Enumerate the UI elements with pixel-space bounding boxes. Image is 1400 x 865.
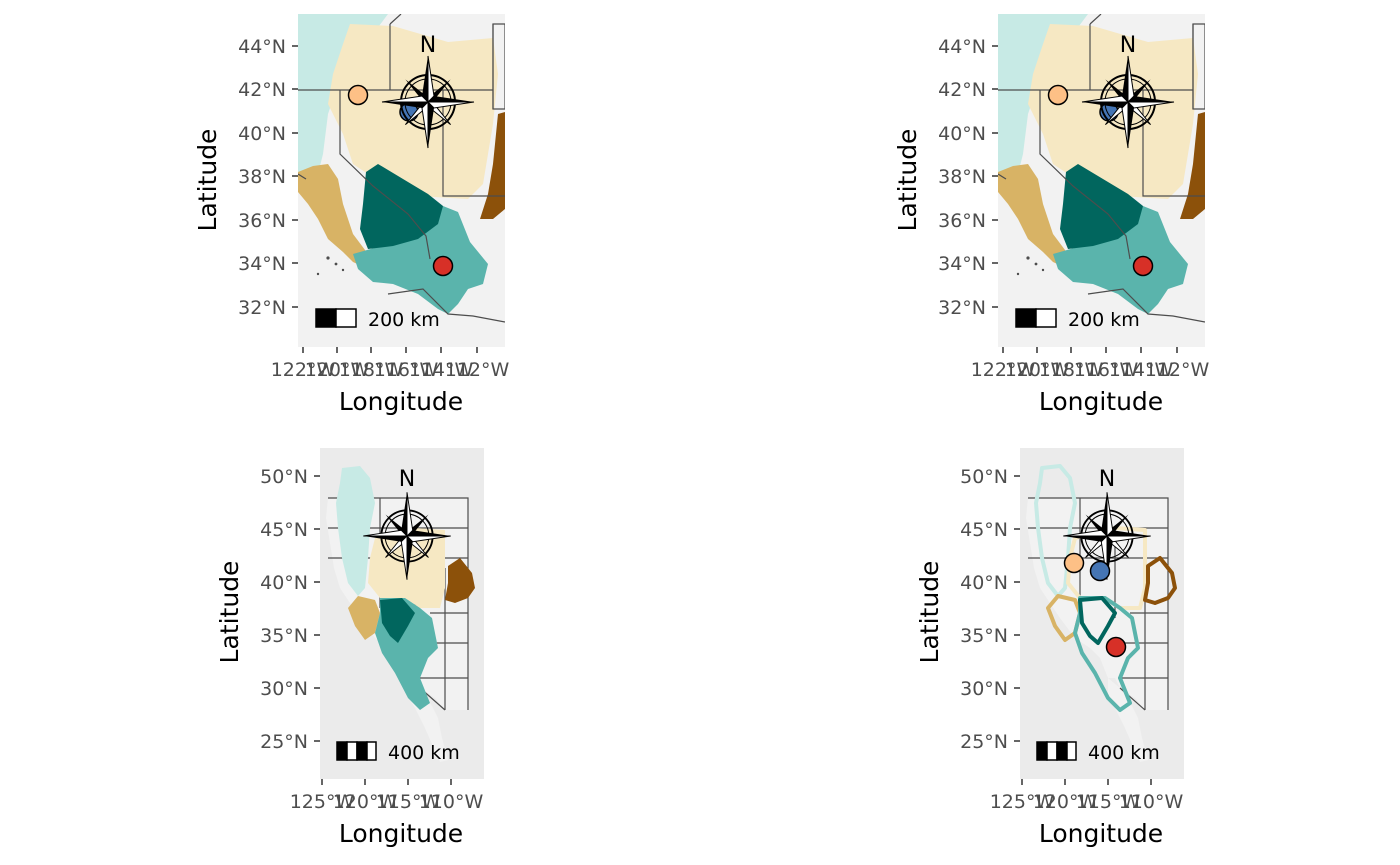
x-tick: 125°W xyxy=(990,791,1055,813)
x-tick: 110°W xyxy=(1119,791,1184,813)
scale-bar: 400 km xyxy=(1036,741,1160,764)
x-axis-title: Longitude xyxy=(339,387,463,416)
x-axis: 125°W 120°W 115°W 110°W xyxy=(290,779,484,813)
panel-top-right: N 200 km 44°N 42°N 40°N 38°N 36°N 34°N 3… xyxy=(893,14,1209,416)
y-axis: 44°N 42°N 40°N 38°N 36°N 34°N 32°N xyxy=(238,36,298,319)
y-axis-title: Latitude xyxy=(193,129,222,232)
x-axis-title: Longitude xyxy=(339,819,463,848)
north-label: N xyxy=(1099,467,1115,492)
north-label: N xyxy=(399,467,415,492)
x-tick: 112°W xyxy=(1145,359,1210,381)
y-axis-title: Latitude xyxy=(915,561,944,664)
y-tick: 35°N xyxy=(260,625,308,647)
x-tick: 120°W xyxy=(1005,359,1070,381)
map-area: N 400 km xyxy=(1020,448,1184,779)
x-axis-title: Longitude xyxy=(1039,819,1163,848)
x-tick: 116°W xyxy=(374,359,439,381)
x-axis-title: Longitude xyxy=(1039,387,1163,416)
x-axis: 125°W 120°W 115°W 110°W xyxy=(990,779,1184,813)
occurrence-point-blue xyxy=(1089,560,1111,582)
scale-label: 200 km xyxy=(368,309,440,331)
y-tick: 36°N xyxy=(238,210,286,232)
y-tick: 50°N xyxy=(260,466,308,488)
y-tick: 25°N xyxy=(260,731,308,753)
x-axis: 122°W 120°W 118°W 116°W 114°W 112°W xyxy=(971,347,1210,381)
y-axis-title: Latitude xyxy=(893,129,922,232)
x-tick: 125°W xyxy=(290,791,355,813)
range-outlines xyxy=(1034,464,1177,712)
y-tick: 34°N xyxy=(938,253,986,275)
scale-label: 400 km xyxy=(388,742,460,764)
map-area: N 200 km xyxy=(998,14,1205,347)
scale-bar: 200 km xyxy=(315,308,440,331)
x-tick: 114°W xyxy=(1109,359,1174,381)
y-tick: 32°N xyxy=(238,297,286,319)
map-area: N 400 km xyxy=(320,448,484,779)
y-tick: 40°N xyxy=(260,572,308,594)
y-tick: 40°N xyxy=(960,572,1008,594)
x-tick: 120°W xyxy=(333,791,398,813)
y-axis: 50°N 45°N 40°N 35°N 30°N 25°N xyxy=(260,466,320,753)
x-tick: 116°W xyxy=(1074,359,1139,381)
x-tick: 114°W xyxy=(409,359,474,381)
x-tick: 120°W xyxy=(1033,791,1098,813)
x-tick: 122°W xyxy=(271,359,336,381)
y-tick: 30°N xyxy=(260,678,308,700)
y-axis-title: Latitude xyxy=(215,561,244,664)
x-tick: 120°W xyxy=(305,359,370,381)
y-tick: 32°N xyxy=(938,297,986,319)
north-label: N xyxy=(420,33,436,58)
y-tick: 42°N xyxy=(238,79,286,101)
y-tick: 38°N xyxy=(938,166,986,188)
scale-bar: 200 km xyxy=(1015,308,1140,331)
occurrence-point-red xyxy=(1105,636,1127,658)
occurrence-point-orange xyxy=(1063,552,1085,574)
y-tick: 36°N xyxy=(938,210,986,232)
y-tick: 38°N xyxy=(238,166,286,188)
x-tick: 110°W xyxy=(419,791,484,813)
y-tick: 40°N xyxy=(938,123,986,145)
panel-top-left: N 200 km 44°N 42°N 40°N 38°N 36°N 34°N 3… xyxy=(193,14,509,416)
y-tick: 42°N xyxy=(938,79,986,101)
y-tick: 35°N xyxy=(960,625,1008,647)
panel-bottom-right: N 400 km 50°N 45°N 40°N 35°N 30°N xyxy=(915,448,1184,848)
y-tick: 40°N xyxy=(238,123,286,145)
scale-label: 400 km xyxy=(1088,742,1160,764)
y-tick: 34°N xyxy=(238,253,286,275)
occurrence-point-orange xyxy=(347,84,369,106)
x-tick: 122°W xyxy=(971,359,1036,381)
x-tick: 118°W xyxy=(339,359,404,381)
x-tick: 115°W xyxy=(376,791,441,813)
y-tick: 45°N xyxy=(960,519,1008,541)
x-tick: 118°W xyxy=(1039,359,1104,381)
north-label: N xyxy=(1120,33,1136,58)
x-axis: 122°W 120°W 118°W 116°W 114°W 112°W xyxy=(271,347,510,381)
occurrence-point-red xyxy=(432,255,454,277)
map-area: N 200 km xyxy=(298,14,505,347)
y-tick: 30°N xyxy=(960,678,1008,700)
y-tick: 50°N xyxy=(960,466,1008,488)
scale-label: 200 km xyxy=(1068,309,1140,331)
y-axis: 44°N 42°N 40°N 38°N 36°N 34°N 32°N xyxy=(938,36,998,319)
scale-bar: 400 km xyxy=(336,741,460,764)
y-tick: 44°N xyxy=(238,36,286,58)
panel-bottom-left: N 400 km 50°N 45°N 40°N 35°N 30°N 25°N xyxy=(215,448,484,848)
y-tick: 25°N xyxy=(960,731,1008,753)
x-tick: 115°W xyxy=(1076,791,1141,813)
y-axis: 50°N 45°N 40°N 35°N 30°N 25°N xyxy=(960,466,1020,753)
y-tick: 44°N xyxy=(938,36,986,58)
occurrence-point-red xyxy=(1132,255,1154,277)
x-tick: 112°W xyxy=(445,359,510,381)
y-tick: 45°N xyxy=(260,519,308,541)
occurrence-point-orange xyxy=(1047,84,1069,106)
